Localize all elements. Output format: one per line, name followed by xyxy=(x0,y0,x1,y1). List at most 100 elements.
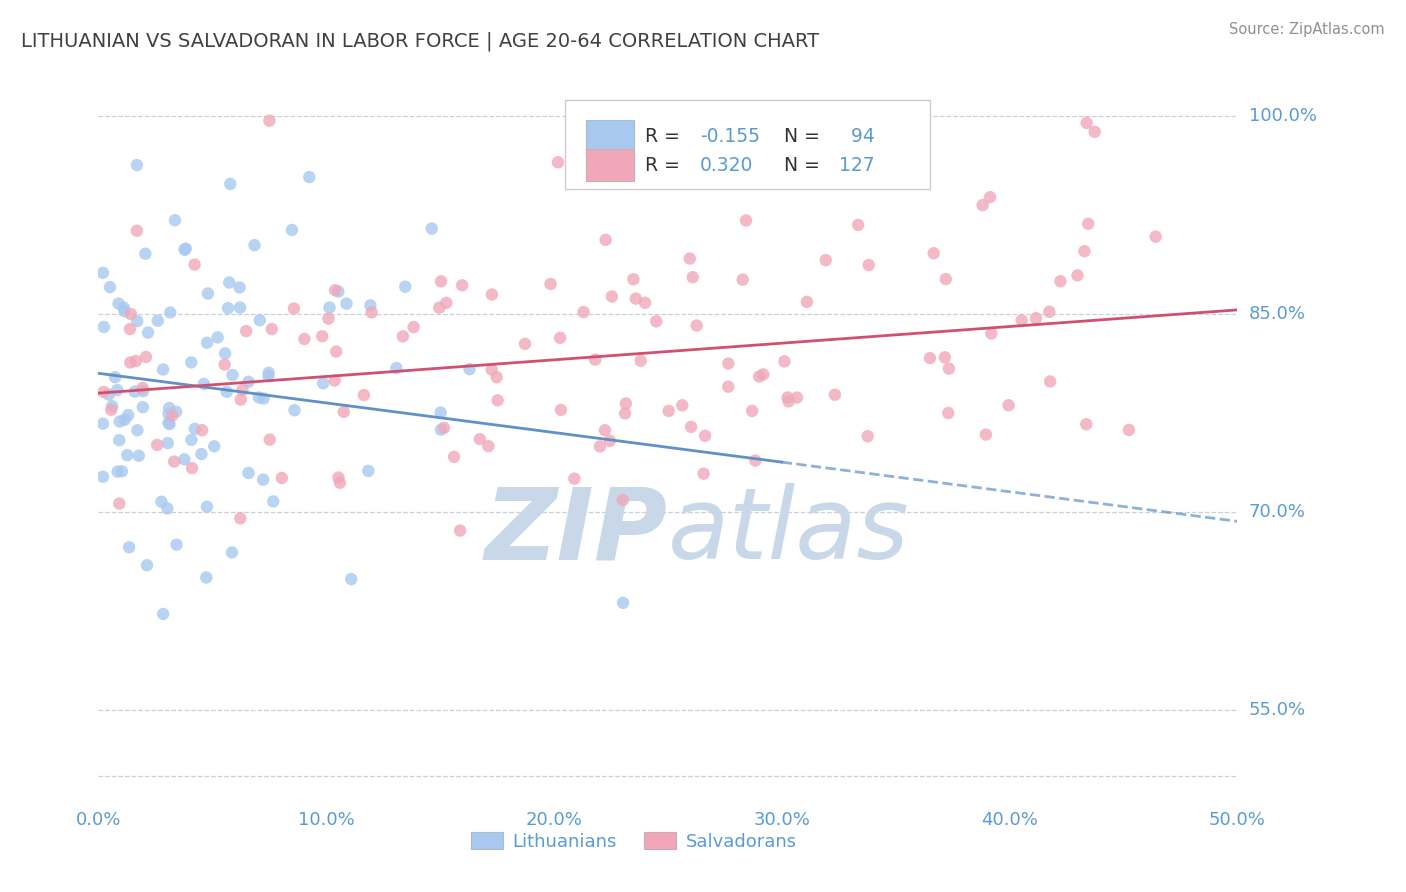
Text: Source: ZipAtlas.com: Source: ZipAtlas.com xyxy=(1229,22,1385,37)
Point xyxy=(146,438,169,452)
Point xyxy=(1076,417,1098,432)
Point xyxy=(548,331,571,345)
Text: R =: R = xyxy=(645,155,686,175)
Point xyxy=(159,417,181,431)
Point xyxy=(600,289,623,303)
Text: 55.0%: 55.0% xyxy=(1249,701,1306,719)
Point xyxy=(218,276,240,290)
Point xyxy=(335,296,357,310)
Point xyxy=(427,301,450,315)
Point xyxy=(477,439,499,453)
Point xyxy=(243,238,266,252)
Point xyxy=(228,280,250,294)
Point xyxy=(125,224,148,238)
Point xyxy=(231,383,253,397)
Point xyxy=(195,570,218,584)
Point xyxy=(181,461,204,475)
Point xyxy=(1066,268,1088,283)
Point xyxy=(671,398,693,412)
Point xyxy=(173,243,195,257)
Point xyxy=(741,404,763,418)
Point xyxy=(173,452,195,467)
Point xyxy=(979,190,1001,204)
Point xyxy=(717,379,740,393)
Point xyxy=(623,272,645,286)
Point xyxy=(298,170,321,185)
Point xyxy=(846,218,869,232)
Point xyxy=(717,357,740,371)
Point xyxy=(922,246,945,260)
Point xyxy=(731,273,754,287)
Point xyxy=(146,314,169,328)
Point xyxy=(679,252,702,266)
Point xyxy=(935,272,957,286)
Text: N =: N = xyxy=(785,127,825,145)
Point xyxy=(468,432,491,446)
Point xyxy=(735,213,758,227)
Point xyxy=(593,423,616,437)
Point xyxy=(195,500,218,514)
Point xyxy=(108,497,131,511)
Point xyxy=(229,511,252,525)
Point xyxy=(229,392,252,407)
Point xyxy=(481,287,503,301)
Text: 127: 127 xyxy=(839,155,875,175)
Point xyxy=(259,113,281,128)
Text: 0.320: 0.320 xyxy=(700,155,754,175)
FancyBboxPatch shape xyxy=(586,149,634,181)
Point xyxy=(583,352,606,367)
Point xyxy=(132,384,155,399)
Point xyxy=(394,279,416,293)
Point xyxy=(157,401,180,415)
Point xyxy=(814,253,837,268)
Point xyxy=(681,420,703,434)
Point xyxy=(720,169,742,183)
Point xyxy=(776,391,799,405)
Point xyxy=(190,447,212,461)
Point xyxy=(329,475,352,490)
Point xyxy=(1011,313,1033,327)
Point xyxy=(1025,311,1047,326)
Point xyxy=(1144,229,1167,244)
Point xyxy=(682,270,704,285)
Point xyxy=(197,286,219,301)
Point xyxy=(1039,375,1062,389)
Point xyxy=(238,466,260,480)
Point xyxy=(97,387,120,401)
Point xyxy=(184,422,207,436)
Point xyxy=(166,538,188,552)
Point xyxy=(93,384,115,399)
Point xyxy=(229,301,252,315)
Point xyxy=(252,473,274,487)
Point xyxy=(152,362,174,376)
Point xyxy=(980,326,1002,341)
Point xyxy=(98,280,121,294)
Text: -0.155: -0.155 xyxy=(700,127,759,145)
Point xyxy=(385,361,408,376)
Point xyxy=(449,524,471,538)
Point xyxy=(108,415,131,429)
Point xyxy=(614,396,637,410)
Point xyxy=(486,393,509,408)
Point xyxy=(856,429,879,443)
Point xyxy=(108,433,131,447)
Point xyxy=(540,277,562,291)
Point xyxy=(612,493,634,508)
Point xyxy=(434,295,457,310)
Point xyxy=(614,406,637,420)
Point xyxy=(114,304,136,318)
Point xyxy=(195,335,218,350)
Point xyxy=(1049,274,1071,288)
Point xyxy=(1038,305,1060,319)
Point xyxy=(136,558,159,573)
Point xyxy=(136,326,159,340)
Point xyxy=(485,370,508,384)
Point xyxy=(325,344,347,359)
Point xyxy=(91,469,114,483)
Point xyxy=(91,266,114,280)
Point xyxy=(1118,423,1140,437)
Point xyxy=(127,314,149,328)
Point xyxy=(165,405,187,419)
Point xyxy=(934,351,956,365)
Point xyxy=(692,467,714,481)
